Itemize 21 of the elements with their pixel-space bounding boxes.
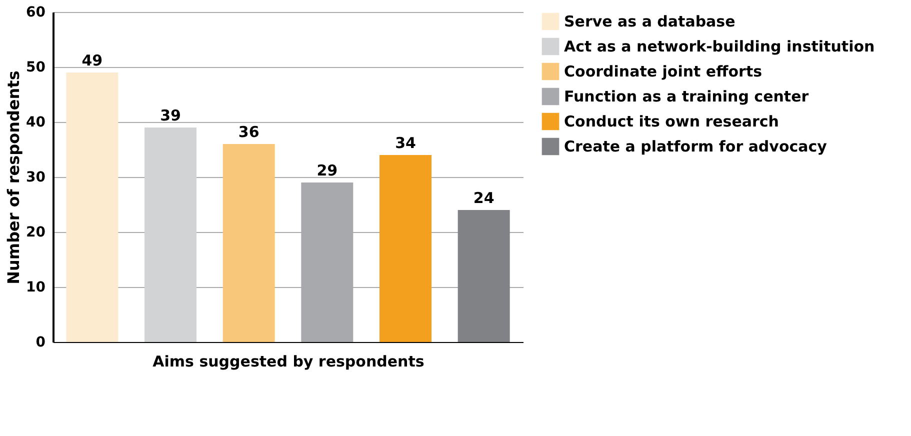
y-tick-label: 50 xyxy=(26,60,46,76)
x-axis-title: Aims suggested by respondents xyxy=(152,352,424,370)
data-label: 34 xyxy=(395,134,416,152)
y-tick-label: 30 xyxy=(26,170,46,186)
legend-label: Function as a training center xyxy=(564,88,810,106)
y-tick-label: 10 xyxy=(26,280,46,296)
y-tick-label: 0 xyxy=(36,334,46,350)
legend-label: Coordinate joint efforts xyxy=(564,62,762,80)
data-label: 36 xyxy=(238,123,260,141)
data-label: 29 xyxy=(316,162,338,180)
y-axis-title: Number of respondents xyxy=(4,70,24,284)
y-tick-label: 20 xyxy=(26,224,46,240)
legend-label: Create a platform for advocacy xyxy=(564,138,828,156)
legend-label: Act as a network-building institution xyxy=(564,38,875,56)
data-label: 49 xyxy=(82,52,103,70)
data-label: 39 xyxy=(160,106,181,124)
legend-label: Conduct its own research xyxy=(564,112,779,130)
y-tick-label: 40 xyxy=(26,114,46,130)
data-label: 24 xyxy=(473,189,494,207)
legend-label: Serve as a database xyxy=(564,12,736,30)
y-tick-label: 60 xyxy=(26,4,46,20)
